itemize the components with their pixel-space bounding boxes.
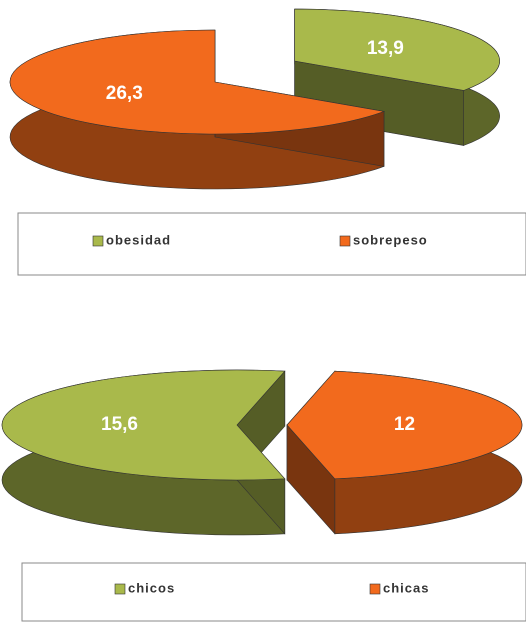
legend-swatch	[92, 235, 104, 247]
legend-swatch	[339, 235, 351, 247]
pie-slice-top	[286, 370, 523, 480]
legend-label: chicas	[383, 580, 429, 595]
pie-slice	[1, 369, 286, 536]
value-label: 12	[394, 414, 415, 435]
pie-slice	[294, 8, 500, 146]
legend-label: sobrepeso	[353, 232, 428, 247]
value-label: 15,6	[101, 414, 138, 435]
value-label: 26,3	[106, 83, 143, 104]
legend-swatch	[369, 583, 381, 595]
pie-chart: 15,6 12	[1, 369, 523, 536]
pie-chart: 13,9 26,3	[9, 8, 500, 190]
pie-slice-top	[1, 369, 286, 481]
pie-slice	[9, 29, 386, 190]
pie-slice-top	[9, 29, 386, 135]
value-label: 13,9	[367, 38, 404, 59]
legend-box	[21, 562, 526, 622]
pie-slice-top	[294, 8, 500, 91]
legend-label: obesidad	[106, 232, 171, 247]
legend-swatch	[114, 583, 126, 595]
pie-slice	[286, 370, 523, 535]
legend-label: chicos	[128, 580, 175, 595]
